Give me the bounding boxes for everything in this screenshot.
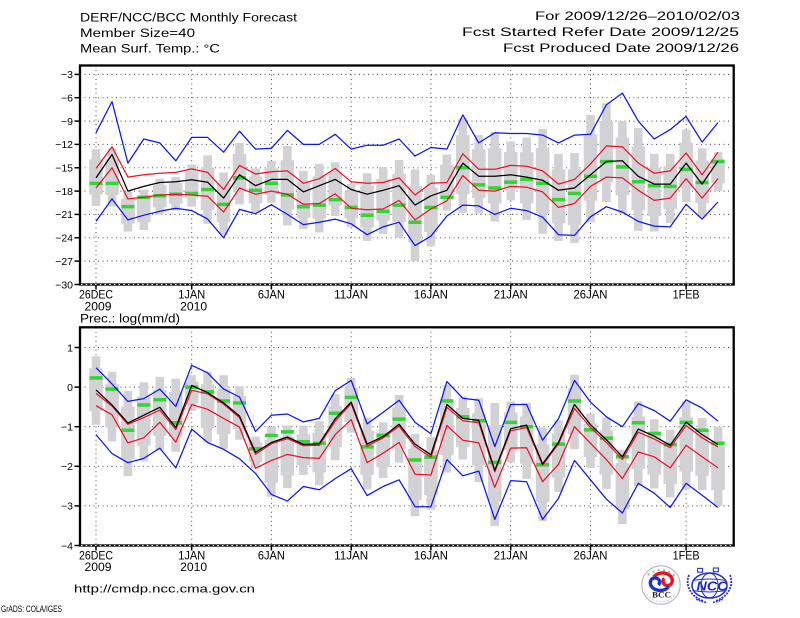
svg-text:Mean Surf. Temp.: °C: Mean Surf. Temp.: °C: [80, 44, 220, 56]
svg-text:6JAN: 6JAN: [258, 551, 285, 563]
svg-text:−3: −3: [61, 501, 73, 513]
svg-text:1JAN: 1JAN: [178, 551, 205, 563]
svg-text:Member Size=40: Member Size=40: [80, 28, 195, 40]
svg-text:16JAN: 16JAN: [414, 551, 448, 563]
svg-text:Fcst Started Refer Date 2009/1: Fcst Started Refer Date 2009/12/25: [462, 27, 739, 39]
svg-text:−15: −15: [55, 163, 73, 175]
svg-text:2010: 2010: [180, 302, 207, 314]
svg-text:0: 0: [67, 382, 73, 394]
svg-text:16JAN: 16JAN: [414, 290, 448, 302]
svg-text:−6: −6: [61, 93, 73, 105]
svg-text:1JAN: 1JAN: [178, 290, 205, 302]
svg-text:−24: −24: [55, 233, 73, 245]
svg-text:Fcst Produced Date 2009/12/26: Fcst Produced Date 2009/12/26: [503, 43, 739, 55]
svg-text:21JAN: 21JAN: [494, 551, 528, 563]
svg-text:NCC: NCC: [697, 579, 729, 594]
svg-text:11JAN: 11JAN: [334, 551, 368, 563]
svg-text:Prec.: log(mm/d): Prec.: log(mm/d): [80, 314, 180, 326]
svg-text:−1: −1: [61, 422, 73, 434]
svg-text:−21: −21: [55, 209, 73, 221]
svg-text:−2: −2: [61, 461, 73, 473]
svg-text:BCC: BCC: [652, 590, 671, 600]
svg-text:26JAN: 26JAN: [574, 290, 608, 302]
svg-text:21JAN: 21JAN: [494, 290, 528, 302]
svg-text:DERF/NCC/BCC Monthly Forecast: DERF/NCC/BCC Monthly Forecast: [80, 13, 298, 25]
svg-text:GrADS: COLA/IGES: GrADS: COLA/IGES: [1, 604, 62, 614]
svg-text:−12: −12: [55, 139, 73, 151]
svg-text:−3: −3: [61, 69, 73, 81]
svg-text:−9: −9: [61, 116, 73, 128]
svg-text:6JAN: 6JAN: [258, 290, 285, 302]
svg-text:1: 1: [67, 342, 73, 354]
svg-text:26JAN: 26JAN: [574, 551, 608, 563]
svg-text:−4: −4: [61, 540, 73, 552]
svg-text:2009: 2009: [85, 562, 112, 574]
svg-text:26DEC: 26DEC: [79, 551, 113, 563]
svg-text:1FEB: 1FEB: [673, 551, 700, 563]
svg-text:−30: −30: [55, 279, 73, 291]
svg-text:For 2009/12/26–2010/02/03: For 2009/12/26–2010/02/03: [535, 11, 740, 23]
svg-text:11JAN: 11JAN: [334, 290, 368, 302]
svg-text:2009: 2009: [85, 302, 112, 314]
svg-text:http://cmdp.ncc.cma.gov.cn: http://cmdp.ncc.cma.gov.cn: [74, 584, 255, 596]
svg-text:−18: −18: [55, 186, 73, 198]
svg-text:1FEB: 1FEB: [673, 290, 700, 302]
svg-text:2010: 2010: [180, 562, 207, 574]
svg-text:−27: −27: [55, 256, 73, 268]
svg-text:26DEC: 26DEC: [79, 290, 113, 302]
